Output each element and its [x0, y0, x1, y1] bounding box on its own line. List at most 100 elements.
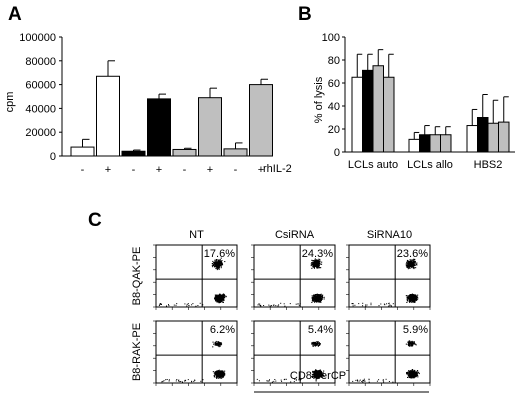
panel-c-event-dot [316, 294, 318, 296]
panel-c-event-dot [217, 374, 219, 376]
panel-c-event-dot [311, 343, 313, 345]
panel-c-event-dot [413, 263, 415, 265]
panel-c-event-dot [318, 370, 320, 372]
panel-c-event-dot [317, 294, 319, 296]
panel-c-event-dot [216, 377, 218, 379]
panel-c-event-dot [405, 264, 407, 266]
panel-c-event-dot [216, 377, 218, 379]
panel-c-event-dot [217, 343, 219, 345]
panel-c-event-dot [363, 379, 365, 381]
panel-c-event-dot [219, 342, 221, 344]
panel-c-event-dot [218, 295, 220, 297]
panel-c-event-dot [217, 372, 219, 374]
panel-c-event-dot [216, 372, 218, 374]
panel-c-event-dot [383, 381, 385, 383]
panel-c-event-dot [322, 375, 324, 377]
panel-c-event-dot [316, 263, 318, 265]
panel-c-event-dot [213, 264, 215, 266]
panel-c-event-dot [407, 263, 409, 265]
panel-c-event-dot [217, 264, 219, 266]
panel-c-event-dot [215, 266, 217, 268]
panel-c-event-dot [317, 370, 319, 372]
panel-c-event-dot [224, 370, 226, 372]
panel-c-event-dot [312, 295, 314, 297]
panel-c-event-dot [315, 263, 317, 265]
panel-c-event-dot [320, 299, 322, 301]
panel-c-event-dot [312, 299, 314, 301]
panel-c-event-dot [314, 294, 316, 296]
panel-c-event-dot [412, 376, 414, 378]
panel-a-bar [147, 98, 171, 157]
panel-c-event-dot [412, 343, 414, 345]
panel-c-event-dot [410, 299, 412, 301]
panel-c-event-dot [221, 374, 223, 376]
panel-c-percentage: 5.9% [403, 324, 428, 336]
panel-c-event-dot [413, 259, 415, 261]
panel-c-row-label: B8-QAK-PE [131, 247, 143, 306]
panel-b-bar [477, 117, 489, 153]
panel-c-event-dot [408, 296, 410, 298]
panel-c-event-dot [411, 264, 413, 266]
panel-c-event-dot [321, 371, 323, 373]
panel-c-event-dot [415, 294, 417, 296]
panel-c-event-dot [408, 266, 410, 268]
panel-c-event-dot [215, 297, 217, 299]
panel-c-event-dot [412, 369, 414, 371]
panel-c-event-dot [414, 375, 416, 377]
panel-c-event-dot [410, 297, 412, 299]
panel-c-event-dot [415, 372, 417, 374]
panel-c-event-dot [273, 304, 275, 306]
panel-c-event-dot [409, 345, 411, 347]
panel-c-event-dot [406, 262, 408, 264]
panel-c-event-dot [409, 297, 411, 299]
panel-c-plot-frame [155, 244, 238, 308]
panel-c-event-dot [407, 265, 409, 267]
panel-c-event-dot [412, 260, 414, 262]
panel-c-event-dot [409, 295, 411, 297]
panel-c-event-dot [317, 264, 319, 266]
panel-c-event-dot [416, 263, 418, 265]
panel-c-event-dot [368, 378, 370, 380]
panel-c-event-dot [221, 298, 223, 300]
panel-c-event-dot [409, 259, 411, 261]
panel-c-event-dot [319, 298, 321, 300]
panel-c-event-dot [214, 262, 216, 264]
panel-c-event-dot [220, 301, 222, 303]
panel-a-bar [198, 97, 222, 157]
panel-c-event-dot [211, 263, 213, 265]
panel-c-event-dot [211, 265, 213, 267]
panel-c-event-dot [312, 264, 314, 266]
panel-c-event-dot [358, 380, 360, 382]
panel-c-event-dot [411, 371, 413, 373]
panel-c-event-dot [219, 293, 221, 295]
panel-c-event-dot [314, 375, 316, 377]
panel-c-event-dot [316, 295, 318, 297]
panel-c-event-dot [384, 304, 386, 306]
panel-c-event-dot [411, 260, 413, 262]
panel-c-event-dot [217, 299, 219, 301]
panel-c-event-dot [222, 296, 224, 298]
panel-c-event-dot [318, 373, 320, 375]
panel-c-plot-frame [348, 320, 431, 384]
panel-c-event-dot [414, 301, 416, 303]
panel-c-event-dot [316, 372, 318, 374]
panel-c-event-dot [410, 344, 412, 346]
panel-c-event-dot [217, 373, 219, 375]
panel-c-event-dot [413, 371, 415, 373]
panel-b-bar [498, 121, 510, 153]
panel-c-event-dot [317, 373, 319, 375]
panel-c-event-dot [176, 379, 178, 380]
panel-c-event-dot [414, 369, 416, 371]
panel-c-event-dot [413, 342, 415, 344]
panel-c-event-dot [312, 345, 314, 347]
panel-c-event-dot [293, 381, 295, 383]
panel-c-event-dot [413, 296, 415, 298]
panel-c-event-dot [159, 303, 161, 305]
panel-c-event-dot [316, 375, 318, 377]
panel-c-event-dot [319, 295, 321, 297]
panel-b-y-tick-label: 80 [328, 55, 340, 67]
panel-c-event-dot [359, 379, 361, 381]
panel-c-event-dot [316, 374, 318, 376]
panel-c-event-dot [216, 263, 218, 265]
